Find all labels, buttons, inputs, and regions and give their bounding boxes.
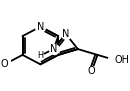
Text: OH: OH	[114, 55, 129, 65]
Text: H: H	[37, 51, 43, 60]
Text: N: N	[50, 44, 57, 54]
Text: O: O	[88, 66, 96, 76]
Text: O: O	[1, 59, 8, 69]
Text: N: N	[62, 29, 69, 39]
Text: N: N	[37, 22, 44, 32]
